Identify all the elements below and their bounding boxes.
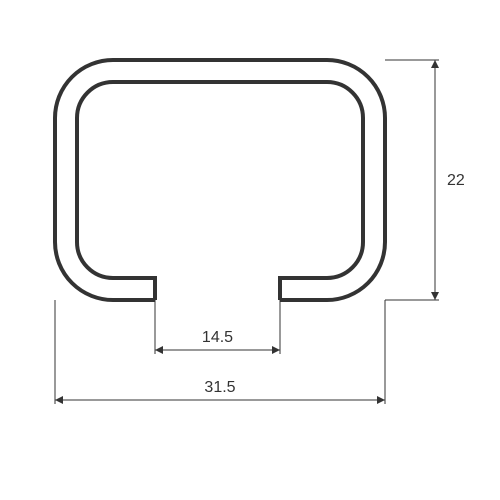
dim-overall-width-label: 31.5 — [204, 379, 235, 396]
dim-height-label: 22 — [447, 172, 465, 189]
dim-slot-width-label: 14.5 — [202, 329, 233, 346]
profile-inner — [77, 82, 363, 300]
profile-diagram: 31.5 14.5 22 — [0, 0, 500, 500]
profile-outer — [55, 60, 385, 300]
